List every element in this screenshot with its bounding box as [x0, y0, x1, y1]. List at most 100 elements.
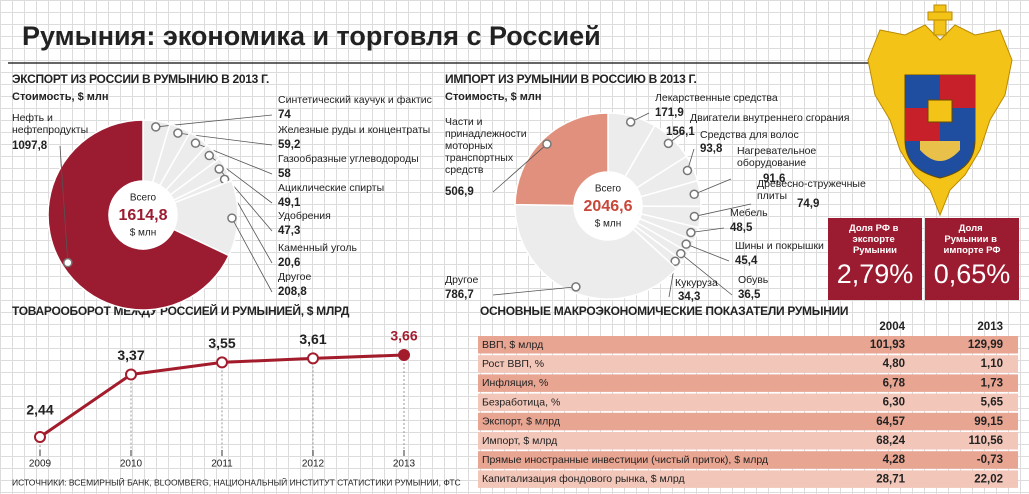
point	[307, 352, 319, 365]
share-value: 2,79%	[837, 259, 914, 289]
slice-name: Железные руды и концентраты	[278, 124, 430, 136]
x-tick-label: 2009	[29, 459, 52, 470]
slice-value: 74	[278, 109, 291, 121]
slice-name: Обувь	[738, 274, 769, 286]
slice-value: 48,5	[730, 222, 753, 234]
leader-dot	[676, 248, 686, 259]
slice-name: Кукуруза	[675, 277, 718, 289]
slice-name: Средства для волос	[700, 129, 799, 141]
row-bg	[478, 336, 1018, 354]
leader-dot	[663, 138, 674, 149]
share-label: Доля РФ в экспорте Румынии	[849, 223, 901, 256]
slice-name: Другое	[445, 274, 479, 286]
row-label: Безработица, %	[482, 396, 560, 408]
leader-line	[231, 217, 273, 293]
leader-line	[492, 143, 548, 193]
slice-value: 36,5	[738, 289, 761, 301]
slice-name: Нагревательное оборудование	[737, 145, 819, 169]
slice-value: 91,6	[763, 173, 785, 185]
cell: 6,30	[883, 397, 905, 409]
point	[125, 368, 137, 381]
leader-dot	[204, 150, 214, 161]
slice-name: Газообразные углеводороды	[278, 153, 419, 165]
center	[109, 181, 177, 249]
row-label: Экспорт, $ млрд	[482, 416, 560, 428]
slice-name: Мебель	[730, 207, 768, 219]
share-label: Доля Румынии в импорте РФ	[944, 223, 1001, 256]
slice-value: 1097,8	[12, 140, 48, 152]
cell: 6,78	[883, 377, 906, 389]
data-label: 2,44	[26, 402, 53, 418]
row-label: Капитализация фондового рынка, $ млрд	[482, 473, 685, 485]
slice-name: Древесно-стружечные плиты	[757, 178, 869, 202]
row-bg	[478, 393, 1018, 412]
leader-dot	[227, 213, 237, 223]
total-unit: $ млн	[595, 219, 622, 230]
column-header: 2004	[879, 321, 905, 333]
leader-dot	[151, 122, 161, 132]
column-header: 2013	[977, 321, 1003, 333]
cell: 1,10	[981, 358, 1003, 370]
leader-line	[690, 227, 725, 233]
slice-value: 208,8	[278, 286, 307, 298]
leader-line	[680, 253, 733, 296]
row-label: Импорт, $ млрд	[482, 435, 557, 447]
leader-dot	[625, 117, 636, 127]
cell: 28,71	[876, 473, 905, 485]
leader-dot	[173, 128, 183, 138]
leader-line	[492, 286, 576, 296]
cell: 1,73	[981, 377, 1003, 389]
slice-value: 786,7	[445, 289, 474, 301]
data-label: 3,55	[208, 335, 235, 351]
row-bg	[478, 432, 1018, 450]
x-tick-label: 2012	[302, 459, 325, 470]
point	[216, 356, 228, 369]
cell: 110,56	[968, 435, 1003, 447]
row-bg	[478, 374, 1018, 392]
slice-name: Нефть и нефтепродукты	[12, 112, 88, 136]
slice-name: Удобрения	[278, 210, 331, 222]
subtitle: Стоимость, $ млн	[445, 91, 542, 103]
total-value: 1614,8	[119, 207, 168, 224]
row-bg	[478, 451, 1018, 469]
row-label: ВВП, $ млрд	[482, 339, 543, 351]
cell: -0,73	[977, 454, 1003, 466]
leader-line	[694, 178, 732, 195]
point	[398, 349, 410, 361]
share-value: 0,65%	[934, 259, 1011, 289]
cell: 129,99	[968, 339, 1003, 351]
x-tick-label: 2013	[393, 459, 416, 470]
data-label: 3,37	[117, 347, 144, 363]
slice-value: 45,4	[735, 255, 758, 267]
cell: 4,80	[883, 358, 905, 370]
slice-name: Синтетический каучук и фактис	[278, 94, 432, 106]
leader-dot	[682, 165, 693, 176]
slice-name: Каменный уголь	[278, 242, 358, 254]
cell: 99,15	[974, 416, 1003, 428]
slice-name: Лекарственные средства	[655, 92, 778, 104]
row-bg	[478, 355, 1018, 373]
slice-value: 156,1	[666, 126, 695, 138]
slice-name: Шины и покрышки	[735, 240, 824, 252]
slice-name: Другое	[278, 271, 312, 283]
slice-name: Ациклические спирты	[278, 182, 384, 194]
row-label: Рост ВВП, %	[482, 358, 544, 370]
coat-of-arms	[867, 4, 1013, 217]
leader-dot	[63, 257, 73, 268]
cell: 64,57	[876, 416, 905, 428]
leader-dot	[689, 189, 699, 200]
slice-value: 74,9	[797, 198, 819, 210]
share-box	[925, 218, 1019, 300]
total-title: Всего	[130, 193, 157, 204]
section-title: ТОВАРООБОРОТ МЕЖДУ РОССИЕЙ И РУМЫНИЕЙ, $…	[12, 303, 350, 318]
total-title: Всего	[595, 184, 622, 195]
leader-line	[694, 203, 752, 217]
slice-value: 506,9	[445, 186, 474, 198]
main-title: Румыния: экономика и торговля с Россией	[22, 21, 601, 51]
leader-dot	[214, 164, 224, 174]
slice-value: 20,6	[278, 257, 300, 269]
share-box	[828, 218, 922, 300]
slice-name: Двигатели внутреннего сгорания	[690, 112, 849, 124]
